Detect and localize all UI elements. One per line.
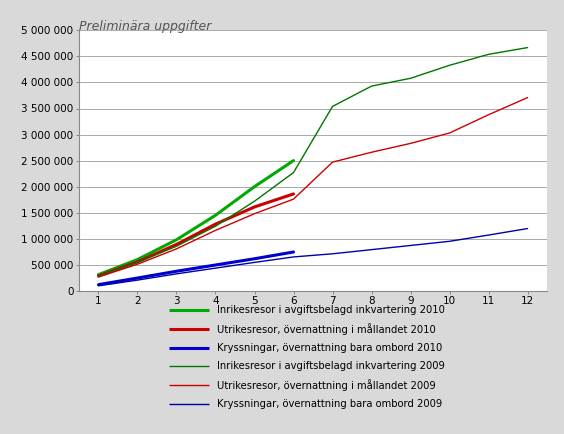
Inrikesresor i avgiftsbelagd inkvartering 2010 [134, 257, 141, 262]
Inrikesresor i avgiftsbelagd inkvartering 2009 [173, 243, 180, 249]
Kryssningar, övernattning bara ombord 2010 [173, 269, 180, 274]
Inrikesresor i avgiftsbelagd inkvartering 2009 [407, 76, 414, 81]
Text: Preliminära uppgifter: Preliminära uppgifter [79, 20, 212, 33]
Kryssningar, övernattning bara ombord 2010 [212, 263, 219, 268]
Inrikesresor i avgiftsbelagd inkvartering 2009 [524, 45, 531, 50]
Inrikesresor i avgiftsbelagd inkvartering 2010 [95, 272, 102, 277]
Kryssningar, övernattning bara ombord 2009 [368, 247, 375, 252]
Utrikesresor, övernattning i mållandet 2010 [290, 191, 297, 197]
Utrikesresor, övernattning i mållandet 2009 [446, 130, 453, 135]
Utrikesresor, övernattning i mållandet 2010 [95, 273, 102, 279]
Utrikesresor, övernattning i mållandet 2009 [329, 160, 336, 165]
Kryssningar, övernattning bara ombord 2010 [134, 276, 141, 281]
Utrikesresor, övernattning i mållandet 2009 [290, 197, 297, 202]
Text: Inrikesresor i avgiftsbelagd inkvartering 2009: Inrikesresor i avgiftsbelagd inkvarterin… [217, 361, 445, 372]
Inrikesresor i avgiftsbelagd inkvartering 2009 [251, 199, 258, 204]
Text: Kryssningar, övernattning bara ombord 2009: Kryssningar, övernattning bara ombord 20… [217, 398, 442, 409]
Inrikesresor i avgiftsbelagd inkvartering 2009 [212, 224, 219, 229]
Text: Utrikesresor, övernattning i mållandet 2010: Utrikesresor, övernattning i mållandet 2… [217, 323, 436, 335]
Inrikesresor i avgiftsbelagd inkvartering 2009 [446, 62, 453, 68]
Kryssningar, övernattning bara ombord 2009 [329, 251, 336, 256]
Utrikesresor, övernattning i mållandet 2009 [524, 95, 531, 100]
Kryssningar, övernattning bara ombord 2009 [212, 266, 219, 271]
Line: Kryssningar, övernattning bara ombord 2009: Kryssningar, övernattning bara ombord 20… [99, 229, 527, 286]
Utrikesresor, övernattning i mållandet 2009 [485, 112, 492, 117]
Utrikesresor, övernattning i mållandet 2009 [173, 246, 180, 251]
Utrikesresor, övernattning i mållandet 2009 [212, 228, 219, 233]
Text: Utrikesresor, övernattning i mållandet 2009: Utrikesresor, övernattning i mållandet 2… [217, 379, 436, 391]
Utrikesresor, övernattning i mållandet 2010 [173, 242, 180, 247]
Utrikesresor, övernattning i mållandet 2009 [134, 262, 141, 267]
Text: Kryssningar, övernattning bara ombord 2010: Kryssningar, övernattning bara ombord 20… [217, 342, 442, 353]
Line: Kryssningar, övernattning bara ombord 2010: Kryssningar, övernattning bara ombord 20… [99, 252, 293, 285]
Line: Inrikesresor i avgiftsbelagd inkvartering 2009: Inrikesresor i avgiftsbelagd inkvarterin… [99, 48, 527, 276]
Kryssningar, övernattning bara ombord 2009 [134, 277, 141, 283]
Line: Inrikesresor i avgiftsbelagd inkvartering 2010: Inrikesresor i avgiftsbelagd inkvarterin… [99, 161, 293, 275]
Inrikesresor i avgiftsbelagd inkvartering 2009 [134, 260, 141, 265]
Kryssningar, övernattning bara ombord 2009 [251, 260, 258, 265]
Utrikesresor, övernattning i mållandet 2010 [134, 259, 141, 264]
Inrikesresor i avgiftsbelagd inkvartering 2009 [95, 273, 102, 279]
Inrikesresor i avgiftsbelagd inkvartering 2010 [212, 213, 219, 218]
Text: Inrikesresor i avgiftsbelagd inkvartering 2010: Inrikesresor i avgiftsbelagd inkvarterin… [217, 305, 445, 316]
Inrikesresor i avgiftsbelagd inkvartering 2010 [173, 237, 180, 242]
Inrikesresor i avgiftsbelagd inkvartering 2009 [485, 52, 492, 57]
Inrikesresor i avgiftsbelagd inkvartering 2009 [368, 83, 375, 89]
Kryssningar, övernattning bara ombord 2009 [446, 239, 453, 244]
Kryssningar, övernattning bara ombord 2009 [407, 243, 414, 248]
Kryssningar, övernattning bara ombord 2010 [95, 282, 102, 287]
Inrikesresor i avgiftsbelagd inkvartering 2009 [290, 170, 297, 175]
Kryssningar, övernattning bara ombord 2009 [95, 283, 102, 289]
Utrikesresor, övernattning i mållandet 2009 [251, 211, 258, 216]
Inrikesresor i avgiftsbelagd inkvartering 2010 [290, 158, 297, 163]
Utrikesresor, övernattning i mållandet 2009 [368, 150, 375, 155]
Inrikesresor i avgiftsbelagd inkvartering 2010 [251, 184, 258, 189]
Line: Utrikesresor, övernattning i mållandet 2010: Utrikesresor, övernattning i mållandet 2… [99, 194, 293, 276]
Kryssningar, övernattning bara ombord 2009 [524, 226, 531, 231]
Kryssningar, övernattning bara ombord 2009 [290, 254, 297, 260]
Inrikesresor i avgiftsbelagd inkvartering 2009 [329, 104, 336, 109]
Line: Utrikesresor, övernattning i mållandet 2009: Utrikesresor, övernattning i mållandet 2… [99, 98, 527, 277]
Utrikesresor, övernattning i mållandet 2009 [95, 274, 102, 279]
Kryssningar, övernattning bara ombord 2010 [251, 256, 258, 261]
Kryssningar, övernattning bara ombord 2010 [290, 250, 297, 255]
Kryssningar, övernattning bara ombord 2009 [485, 233, 492, 238]
Utrikesresor, övernattning i mållandet 2010 [251, 204, 258, 210]
Utrikesresor, övernattning i mållandet 2010 [212, 221, 219, 227]
Utrikesresor, övernattning i mållandet 2009 [407, 141, 414, 146]
Kryssningar, övernattning bara ombord 2009 [173, 271, 180, 276]
